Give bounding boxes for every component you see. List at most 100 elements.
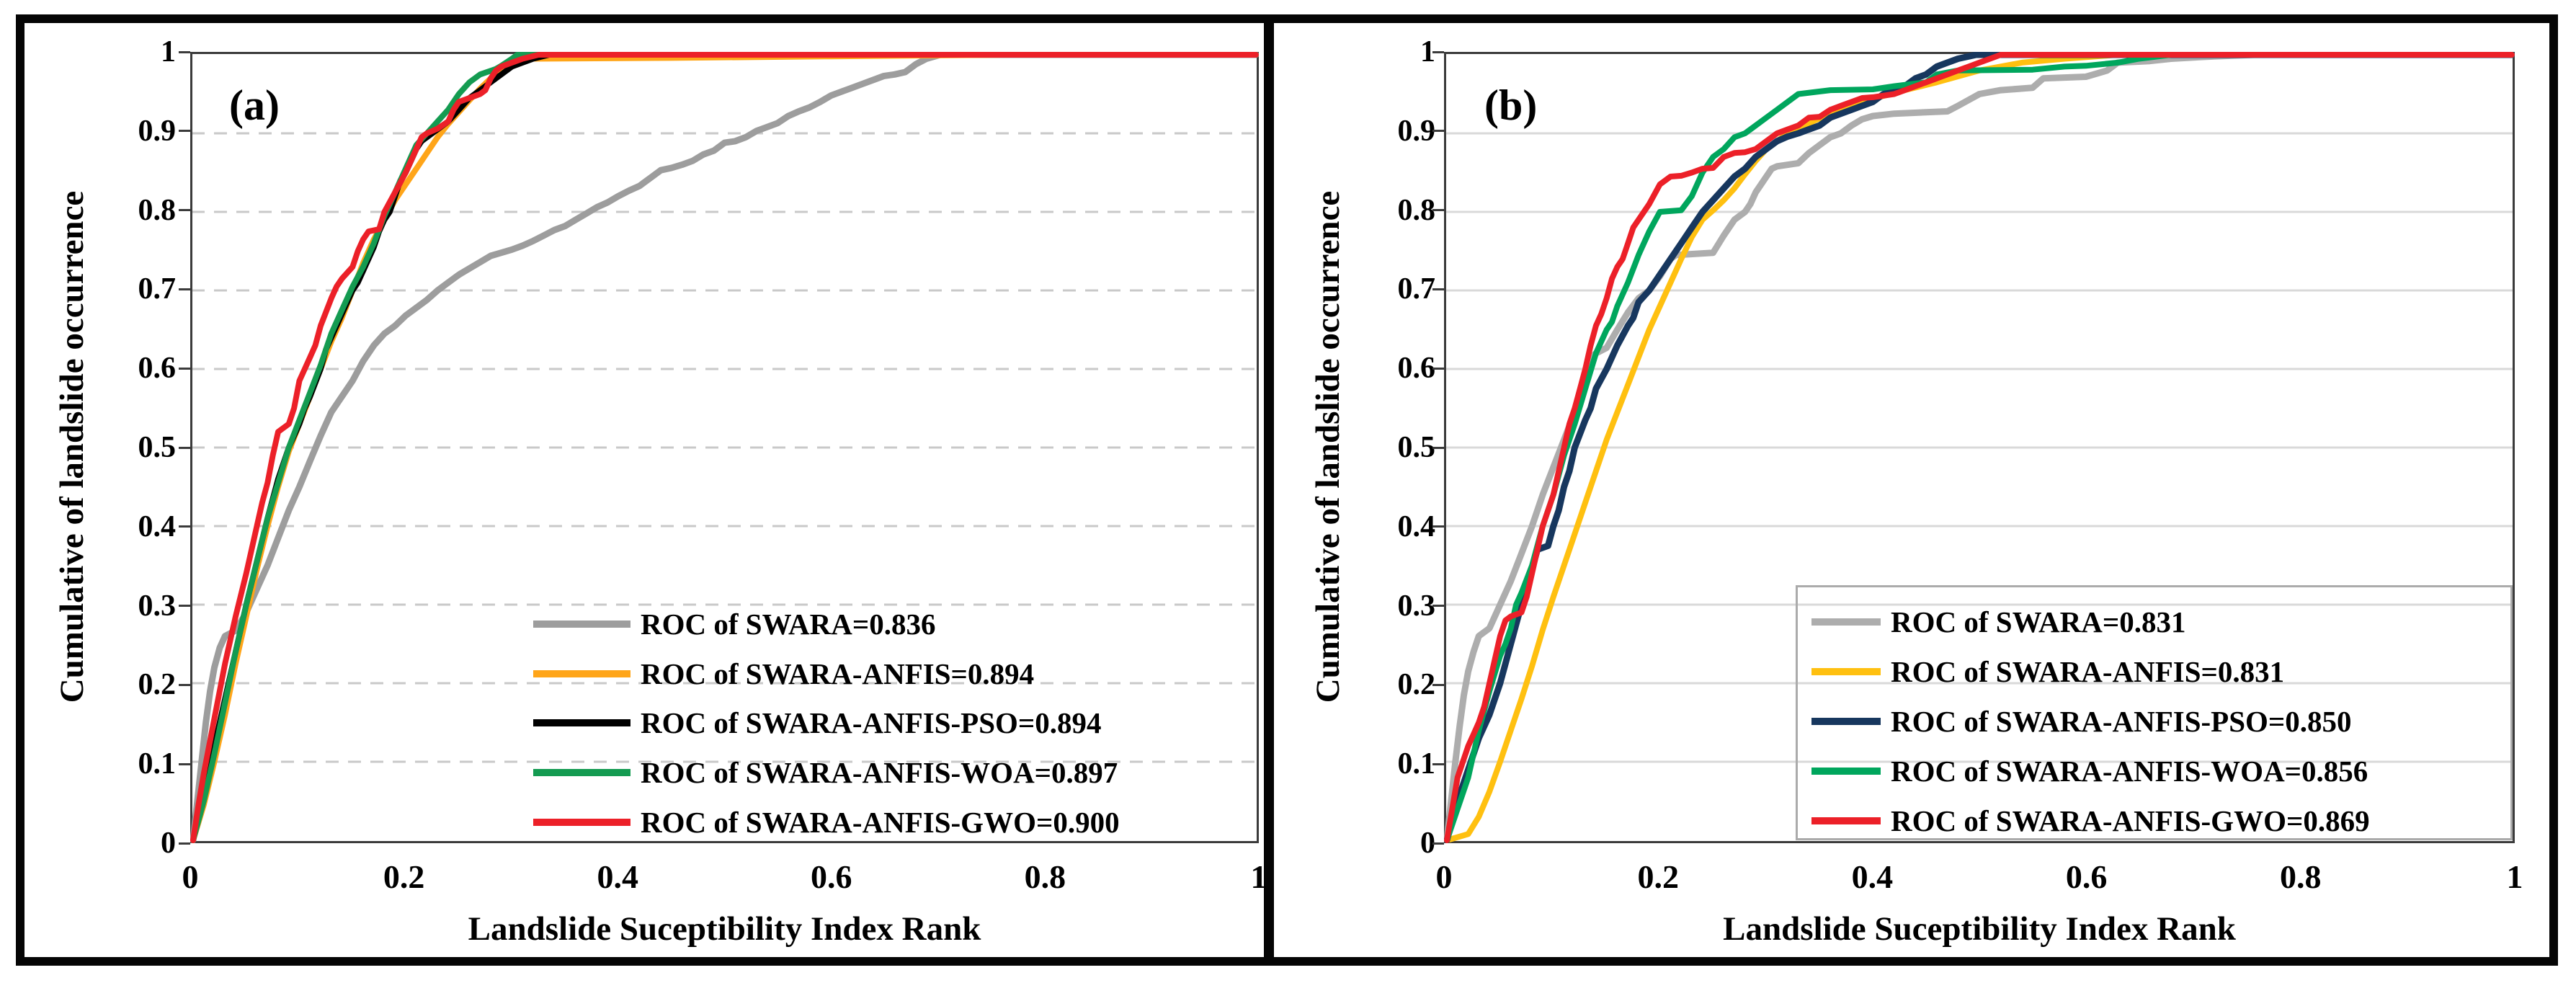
panel-a-plot-area: [190, 52, 1259, 843]
legend-entry: ROC of SWARA-ANFIS-GWO=0.869: [1811, 796, 2370, 846]
y-tick-mark: [179, 209, 190, 212]
legend-label: ROC of SWARA-ANFIS-GWO=0.900: [641, 805, 1120, 839]
legend-line-swatch: [533, 621, 630, 628]
y-tick-mark: [179, 288, 190, 290]
legend-entry: ROC of SWARA-ANFIS-WOA=0.856: [1811, 747, 2370, 796]
y-tick-mark: [1432, 525, 1444, 528]
legend-label: ROC of SWARA-ANFIS-WOA=0.856: [1891, 755, 2368, 788]
legend-label: ROC of SWARA-ANFIS-PSO=0.894: [641, 706, 1102, 740]
x-tick-label: 1: [1250, 858, 1267, 895]
y-tick-label: 0.5: [138, 431, 177, 464]
y-tick-mark: [1432, 446, 1444, 449]
y-tick-mark: [1432, 209, 1444, 212]
legend-label: ROC of SWARA=0.836: [641, 608, 936, 641]
x-tick-label: 0.2: [383, 858, 425, 895]
y-tick-label: 0.5: [1397, 431, 1436, 464]
y-tick-mark: [1432, 50, 1444, 53]
panel-a-x-axis-title: Landslide Suceptibility Index Rank: [468, 910, 981, 948]
y-tick-mark: [179, 525, 190, 528]
y-tick-label: 0.7: [138, 272, 177, 306]
x-tick-label: 0.6: [811, 858, 852, 895]
y-tick-mark: [179, 50, 190, 53]
y-tick-mark: [1432, 683, 1444, 686]
y-tick-label: 0.8: [1397, 193, 1436, 227]
roc-curve-SWARA-ANFIS-WOA: [190, 52, 1259, 843]
x-tick-label: 0.4: [1851, 858, 1894, 895]
y-tick-label: 0.3: [138, 589, 177, 623]
legend-label: ROC of SWARA-ANFIS-WOA=0.897: [641, 756, 1118, 790]
panel-b-tag: (b): [1484, 81, 1538, 129]
y-tick-label: 1: [1420, 35, 1435, 68]
y-tick-label: 0.1: [138, 747, 177, 781]
y-tick-label: 0: [161, 827, 176, 860]
y-tick-mark: [1432, 842, 1444, 845]
roc-curve-SWARA-ANFIS-GWO: [1444, 52, 2515, 843]
y-tick-mark: [179, 683, 190, 686]
y-tick-label: 0.4: [1397, 510, 1436, 543]
legend-entry: ROC of SWARA-ANFIS-PSO=0.850: [1811, 696, 2370, 746]
panel-b-legend-border: [1796, 585, 2513, 840]
x-tick-label: 0.4: [597, 858, 638, 895]
y-tick-label: 0.6: [1397, 352, 1436, 386]
x-tick-label: 0: [182, 858, 199, 895]
legend-line-swatch: [1811, 768, 1881, 775]
legend-entry: ROC of SWARA-ANFIS-GWO=0.900: [533, 797, 1120, 847]
legend-line-swatch: [1811, 618, 1881, 626]
y-tick-label: 0: [1420, 827, 1435, 860]
y-tick-label: 0.2: [1397, 668, 1436, 702]
x-tick-label: 0.8: [2280, 858, 2322, 895]
panel-b-legend: ROC of SWARA=0.831 ROC of SWARA-ANFIS=0.…: [1811, 597, 2370, 846]
y-tick-label: 0.3: [1397, 589, 1436, 623]
legend-label: ROC of SWARA-ANFIS-GWO=0.869: [1891, 804, 2370, 838]
legend-label: ROC of SWARA-ANFIS=0.831: [1891, 654, 2285, 688]
y-tick-mark: [179, 130, 190, 133]
roc-curve-SWARA-ANFIS-GWO: [190, 52, 1259, 843]
y-tick-mark: [179, 446, 190, 449]
legend-entry: ROC of SWARA-ANFIS-WOA=0.897: [533, 748, 1120, 798]
legend-line-swatch: [533, 719, 630, 727]
x-tick-label: 0.6: [2065, 858, 2108, 895]
y-tick-label: 0.7: [1397, 272, 1436, 306]
legend-line-swatch: [533, 670, 630, 677]
legend-entry: ROC of SWARA-ANFIS=0.894: [533, 649, 1120, 699]
legend-entry: ROC of SWARA=0.831: [1811, 597, 2370, 646]
x-tick-label: 0: [1435, 858, 1453, 895]
roc-curve-SWARA: [190, 52, 1259, 843]
legend-line-swatch: [533, 769, 630, 777]
panel-b-x-axis-title: Landslide Suceptibility Index Rank: [1723, 910, 2236, 948]
y-tick-mark: [1432, 605, 1444, 608]
legend-label: ROC of SWARA-ANFIS=0.894: [641, 657, 1035, 690]
legend-line-swatch: [1811, 817, 1881, 825]
legend-entry: ROC of SWARA-ANFIS-PSO=0.894: [533, 698, 1120, 748]
y-tick-mark: [1432, 130, 1444, 133]
y-tick-mark: [179, 605, 190, 608]
y-tick-label: 0.8: [138, 193, 177, 227]
y-tick-label: 0.1: [1397, 747, 1436, 781]
x-tick-label: 1: [2506, 858, 2523, 895]
legend-entry: ROC of SWARA=0.836: [533, 600, 1120, 649]
legend-line-swatch: [533, 818, 630, 826]
y-tick-label: 0.9: [138, 114, 177, 148]
legend-entry: ROC of SWARA-ANFIS=0.831: [1811, 646, 2370, 696]
panel-a-legend: ROC of SWARA=0.836 ROC of SWARA-ANFIS=0.…: [533, 600, 1120, 847]
roc-curve-SWARA-ANFIS-WOA: [1444, 52, 2515, 843]
panel-divider: [1264, 17, 1274, 964]
y-tick-mark: [1432, 367, 1444, 370]
roc-curve-SWARA: [1444, 52, 2515, 843]
y-tick-label: 0.4: [138, 510, 177, 543]
y-tick-mark: [1432, 288, 1444, 290]
figure-border: [16, 14, 2558, 966]
x-tick-label: 0.2: [1637, 858, 1679, 895]
y-tick-label: 1: [161, 35, 176, 68]
x-tick-label: 0.8: [1024, 858, 1066, 895]
legend-line-swatch: [1811, 717, 1881, 725]
y-tick-label: 0.6: [138, 352, 177, 386]
legend-label: ROC of SWARA-ANFIS-PSO=0.850: [1891, 704, 2352, 738]
y-tick-mark: [179, 762, 190, 765]
y-tick-mark: [179, 842, 190, 845]
legend-line-swatch: [1811, 667, 1881, 675]
y-tick-label: 0.2: [138, 668, 177, 702]
panel-a-tag: (a): [229, 81, 280, 129]
legend-label: ROC of SWARA=0.831: [1891, 605, 2186, 639]
